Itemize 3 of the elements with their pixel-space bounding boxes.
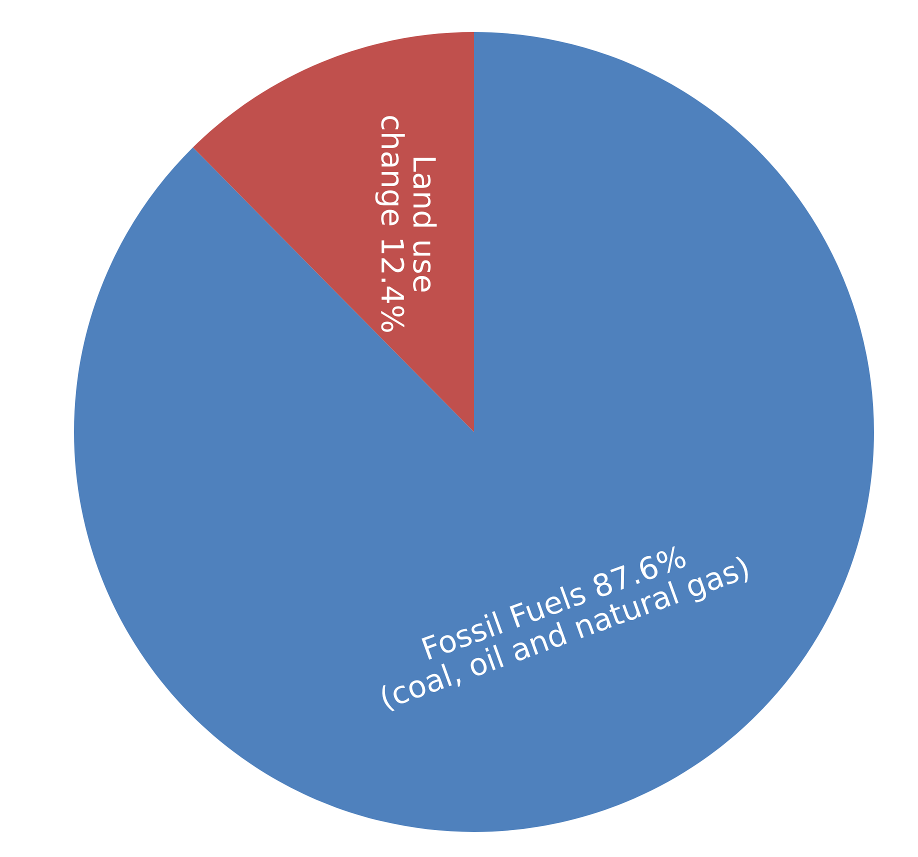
slice-label: Land use change 12.4% [375,116,437,332]
pie-slice [192,32,474,432]
pie-slice [74,32,874,832]
